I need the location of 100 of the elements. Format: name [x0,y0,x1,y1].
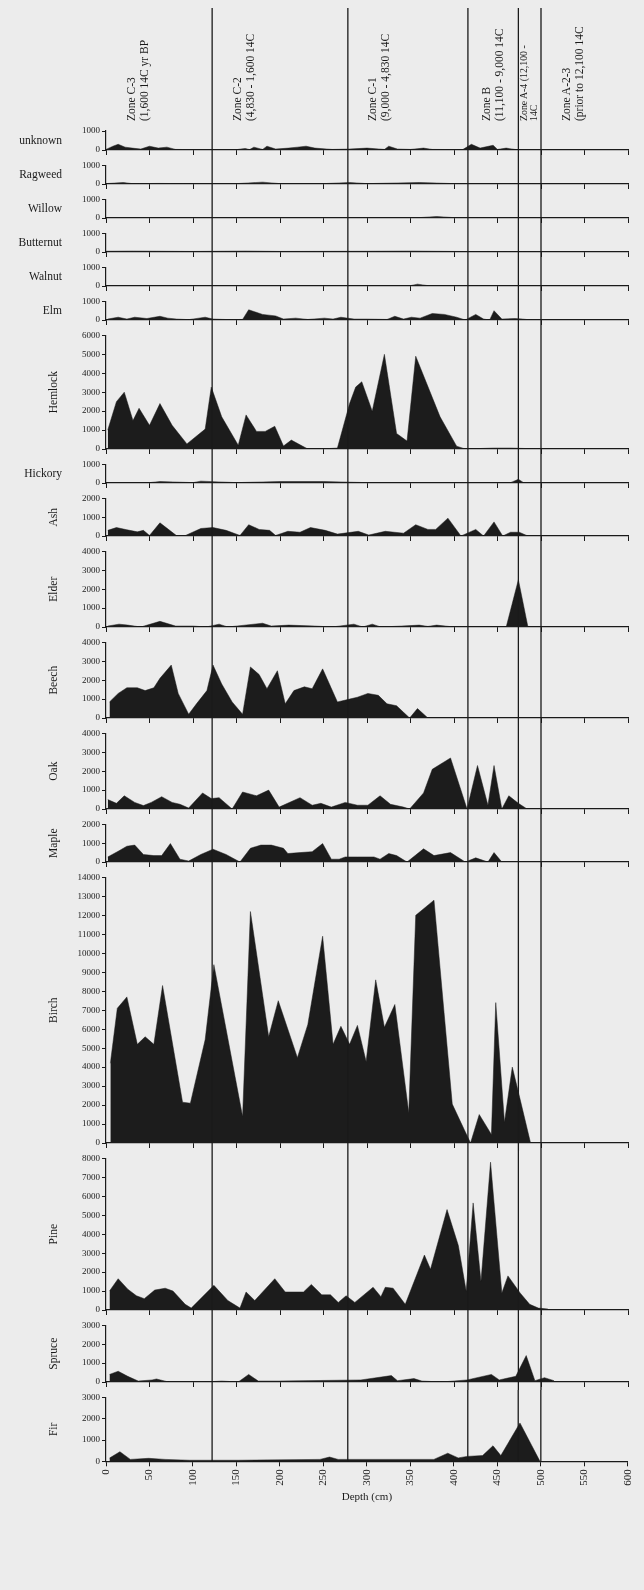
x-axis-title: Depth (cm) [341,1490,393,1504]
y-tick-label: 1000 [82,1357,101,1368]
text: Zone C-1 (9,000 - 4,830 14C [366,33,393,121]
x-tick-label: 550 [577,1468,590,1486]
y-tick-label: 1000 [82,159,101,170]
text: Zone A-2-3 (prior to 12,100 14C [559,26,586,121]
y-tick-label: 2000 [82,1338,101,1349]
y-axis-title: Fir [47,1422,60,1437]
y-tick-label: 1000 [82,1118,101,1129]
y-tick-label: 1000 [82,784,101,795]
y-tick-label: 1000 [82,511,101,522]
y-tick-label: 1000 [82,125,101,136]
y-tick-label: 0 [95,1376,101,1387]
y-tick-label: 3000 [82,746,101,757]
y-tick-label: 7000 [82,1004,101,1015]
y-axis-title: Beech [47,665,60,695]
y-tick-label: 6000 [82,1023,101,1034]
y-tick-label: 13000 [77,890,101,901]
y-tick-label: 5000 [82,348,101,359]
y-tick-label: 1000 [82,458,101,469]
y-tick-label: 3000 [82,564,101,575]
y-tick-label: 5000 [82,1209,101,1220]
y-tick-label: 0 [95,1137,101,1148]
y-tick-label: 2000 [82,405,101,416]
y-axis-title: Hemlock [47,370,60,414]
x-tick-label: 100 [185,1468,198,1486]
x-tick-label: 600 [620,1468,633,1486]
y-tick-label: 1000 [82,424,101,435]
y-tick-label: 3000 [82,1391,101,1402]
y-tick-label: 1000 [82,693,101,704]
x-tick-label: 450 [490,1468,503,1486]
y-tick-label: 1000 [82,1285,101,1296]
y-axis-title: Ragweed [19,167,63,181]
x-tick-label: 350 [403,1468,416,1486]
y-tick-label: 0 [95,803,101,814]
y-tick-label: 1000 [82,261,101,272]
y-tick-label: 6000 [82,1190,101,1201]
y-tick-label: 9000 [82,966,101,977]
y-tick-label: 4000 [82,545,101,556]
y-tick-label: 0 [95,280,101,291]
text: Zone C-2 (4,830 - 1,600 14C [230,33,257,121]
y-tick-label: 1000 [82,602,101,613]
y-tick-label: 0 [95,443,101,454]
y-tick-label: 4000 [82,727,101,738]
y-tick-label: 3000 [82,1080,101,1091]
y-tick-label: 1000 [82,227,101,238]
y-axis-title: Maple [47,828,61,858]
y-tick-label: 8000 [82,985,101,996]
y-tick-label: 0 [95,1455,101,1466]
y-axis-title: Hickory [24,466,63,480]
y-tick-label: 0 [95,530,101,541]
y-tick-label: 8000 [82,1152,101,1163]
x-tick-label: 400 [446,1468,459,1486]
y-axis-title: Ash [47,507,60,527]
y-tick-label: 2000 [82,765,101,776]
y-tick-label: 1000 [82,193,101,204]
text: Zone C-3 (1,600 14C yr BP [124,39,151,121]
y-tick-label: 0 [95,178,101,189]
y-tick-label: 2000 [82,1099,101,1110]
y-tick-label: 4000 [82,367,101,378]
y-axis-title: Spruce [47,1337,61,1370]
x-tick-label: 300 [359,1468,372,1486]
x-tick-label: 250 [316,1468,329,1486]
y-tick-label: 0 [95,856,101,867]
y-axis-title: Pine [47,1223,60,1245]
y-tick-label: 2000 [82,492,101,503]
y-axis-title: Birch [47,997,60,1023]
text: Zone B (11,100 - 9,000 14C [479,28,506,121]
y-tick-label: 0 [95,712,101,723]
y-tick-label: 2000 [82,674,101,685]
y-tick-label: 3000 [82,386,101,397]
y-tick-label: 10000 [77,947,101,958]
y-tick-label: 1000 [82,295,101,306]
y-tick-label: 0 [95,621,101,632]
y-tick-label: 3000 [82,1247,101,1258]
y-tick-label: 2000 [82,583,101,594]
y-axis-title: Butternut [18,235,63,248]
y-axis-title: Willow [27,201,63,214]
x-tick-label: 200 [272,1468,285,1486]
y-tick-label: 11000 [77,928,101,939]
text: Zone A-4 (12,100 - 14C [518,45,540,121]
y-tick-label: 2000 [82,1266,101,1277]
y-tick-label: 1000 [82,1434,101,1445]
y-tick-label: 4000 [82,1061,101,1072]
y-axis-title: unknown [19,133,63,146]
y-tick-label: 1000 [82,837,101,848]
y-tick-label: 0 [95,1304,101,1315]
x-tick-label: 50 [142,1468,155,1481]
y-axis-title: Elm [42,303,63,316]
x-tick-label: 150 [229,1468,242,1486]
y-tick-label: 3000 [82,1319,101,1330]
y-tick-label: 0 [95,212,101,223]
y-tick-label: 7000 [82,1171,101,1182]
y-tick-label: 6000 [82,329,101,340]
y-tick-label: 4000 [82,636,101,647]
y-tick-label: 5000 [82,1042,101,1053]
y-tick-label: 14000 [77,871,101,882]
y-axis-title: Oak [47,761,60,781]
y-tick-label: 2000 [82,818,101,829]
y-tick-label: 0 [95,314,101,325]
